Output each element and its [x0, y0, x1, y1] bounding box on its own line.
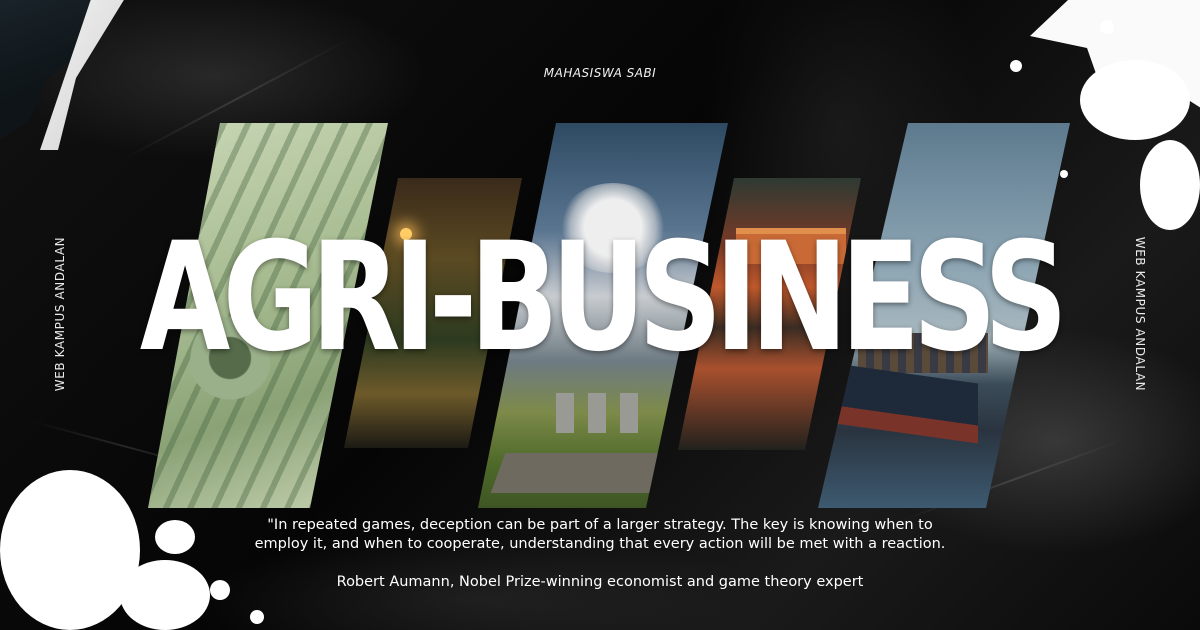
paint-splatter	[1100, 20, 1114, 34]
cloud	[558, 183, 668, 273]
paint-splatter	[1010, 60, 1022, 72]
cooling-tower	[556, 393, 574, 433]
paint-splatter	[210, 580, 230, 600]
paint-splatter	[155, 520, 195, 554]
cooling-tower	[620, 393, 638, 433]
paint-splatter	[250, 610, 264, 624]
paint-splatter	[1140, 140, 1200, 230]
cooling-tower	[588, 393, 606, 433]
paint-splatter	[1060, 170, 1068, 178]
country-road	[490, 453, 676, 493]
side-label-left: WEB KAMPUS ANDALAN	[53, 236, 67, 392]
container-stack	[858, 333, 988, 373]
quote-text: "In repeated games, deception can be par…	[254, 517, 946, 552]
paint-splatter	[1080, 60, 1190, 140]
brand-label: MAHASISWA SABI	[543, 66, 657, 80]
hanging-lamp	[400, 228, 412, 240]
paint-splatter	[100, 505, 110, 515]
temple-gate	[736, 228, 846, 264]
side-label-right: WEB KAMPUS ANDALAN	[1133, 236, 1147, 392]
quote-attribution: Robert Aumann, Nobel Prize-winning econo…	[336, 574, 864, 590]
portrait-seal	[190, 313, 270, 413]
headline-title: AGRI-BUSINESS	[139, 211, 1068, 385]
paint-splatter	[0, 470, 140, 630]
paint-splatter	[120, 560, 210, 630]
